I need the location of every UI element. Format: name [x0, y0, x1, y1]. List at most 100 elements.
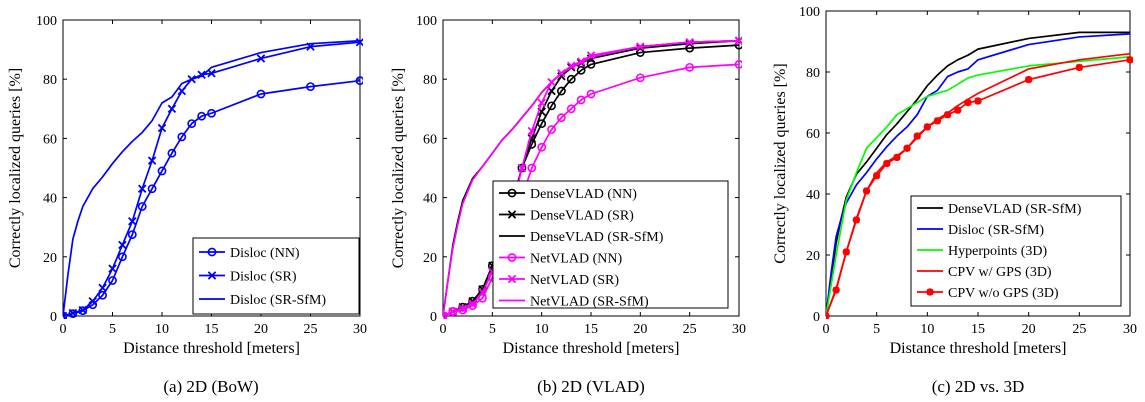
- x-tick-label: 25: [304, 322, 318, 337]
- data-point: [913, 132, 921, 140]
- data-point: [576, 65, 586, 75]
- data-point: [586, 60, 596, 69]
- x-tick-label: 0: [823, 322, 830, 337]
- legend-marker: [507, 188, 517, 198]
- y-tick-label: 40: [423, 192, 437, 207]
- data-point: [527, 126, 537, 136]
- data-point: [256, 89, 266, 99]
- legend-label: CPV w/o GPS (3D): [948, 286, 1059, 301]
- data-point: [832, 286, 840, 294]
- legend-marker: [507, 274, 517, 284]
- data-point: [734, 60, 742, 69]
- data-point: [635, 73, 645, 83]
- chart-panel: 0 5 10 15 20 25 30 0 20 40 60 80 100 Distance thresho…: [390, 14, 746, 396]
- data-point: [547, 101, 556, 111]
- data-point: [685, 62, 695, 72]
- x-tick-label: 30: [353, 322, 367, 337]
- legend-marker: [926, 288, 934, 296]
- data-point: [355, 37, 363, 47]
- data-point: [147, 184, 157, 194]
- x-tick-label: 20: [254, 322, 268, 337]
- x-tick-label: 15: [584, 322, 598, 337]
- data-point: [478, 288, 487, 297]
- legend: Disloc (NN) Disloc (SR) Disloc (SR-SfM): [192, 237, 360, 315]
- data-point: [137, 184, 147, 193]
- x-axis-label: Distance threshold [meters]: [123, 340, 300, 357]
- data-point: [576, 95, 586, 105]
- data-point: [1025, 76, 1033, 84]
- y-tick-label: 60: [806, 127, 820, 142]
- data-point: [355, 76, 363, 86]
- data-point: [118, 252, 127, 262]
- data-point: [537, 142, 547, 152]
- legend-label: Disloc (SR-SfM): [948, 223, 1044, 238]
- panel-caption: (a) 2D (BoW): [163, 377, 258, 396]
- y-tick-label: 20: [43, 251, 57, 266]
- legend-marker: [207, 247, 217, 257]
- legend-label: Disloc (SR): [230, 270, 297, 285]
- legend: DenseVLAD (NN) DenseVLAD (SR) DenseVLAD (S…: [492, 180, 729, 310]
- data-point: [157, 166, 167, 176]
- legend-box: [492, 180, 729, 309]
- series-line: [826, 33, 1131, 317]
- data-point: [177, 86, 187, 96]
- y-tick-label: 80: [43, 73, 57, 88]
- data-point: [256, 54, 266, 63]
- data-point: [893, 153, 901, 161]
- y-axis-label: Correctly localized queries [%]: [390, 68, 407, 268]
- data-point: [448, 307, 458, 316]
- data-point: [98, 290, 107, 300]
- y-tick-label: 60: [43, 132, 57, 147]
- data-point: [207, 69, 216, 78]
- data-point: [537, 98, 546, 108]
- y-axis-label: Correctly localized queries [%]: [7, 68, 24, 268]
- data-point: [137, 202, 147, 211]
- x-tick-label: 20: [1022, 322, 1036, 337]
- data-point: [974, 97, 982, 105]
- legend-marker: [207, 271, 217, 280]
- legend-label: NetVLAD (SR): [530, 273, 619, 288]
- series-group: [63, 37, 363, 319]
- y-tick-label: 100: [416, 14, 437, 29]
- data-point: [128, 217, 137, 226]
- data-point: [933, 117, 942, 125]
- y-tick-label: 20: [806, 249, 820, 264]
- data-point: [443, 311, 448, 319]
- x-tick-label: 0: [60, 322, 67, 337]
- data-point: [852, 216, 860, 224]
- x-tick-label: 5: [489, 322, 496, 337]
- panel-caption: (b) 2D (VLAD): [537, 377, 645, 396]
- x-tick-label: 5: [873, 322, 880, 337]
- x-tick-label: 15: [205, 322, 219, 337]
- legend-label: NetVLAD (SR-SfM): [530, 295, 649, 310]
- x-tick-label: 20: [633, 322, 647, 337]
- x-tick-label: 25: [683, 322, 697, 337]
- x-tick-label: 30: [1123, 322, 1137, 337]
- series-group: [443, 36, 742, 319]
- series-line: [443, 63, 740, 317]
- y-tick-label: 0: [430, 310, 437, 325]
- x-tick-label: 15: [971, 322, 985, 337]
- data-point: [517, 163, 527, 173]
- data-point: [557, 113, 566, 123]
- data-point: [448, 307, 458, 316]
- y-tick-label: 80: [423, 73, 437, 88]
- data-point: [923, 123, 931, 131]
- y-tick-label: 0: [813, 310, 820, 325]
- data-point: [118, 240, 127, 250]
- y-tick-label: 0: [50, 310, 57, 325]
- data-point: [944, 111, 952, 119]
- data-point: [478, 293, 487, 303]
- data-point: [68, 308, 78, 318]
- data-point: [954, 106, 962, 114]
- data-point: [903, 144, 911, 152]
- legend-label: Disloc (SR-SfM): [230, 293, 326, 308]
- x-tick-label: 10: [920, 322, 934, 337]
- data-point: [566, 104, 576, 114]
- y-tick-label: 100: [36, 14, 57, 29]
- series-line: [63, 39, 361, 317]
- data-point: [197, 111, 206, 121]
- data-point: [468, 299, 477, 309]
- y-tick-label: 60: [423, 132, 437, 147]
- data-point: [586, 89, 596, 99]
